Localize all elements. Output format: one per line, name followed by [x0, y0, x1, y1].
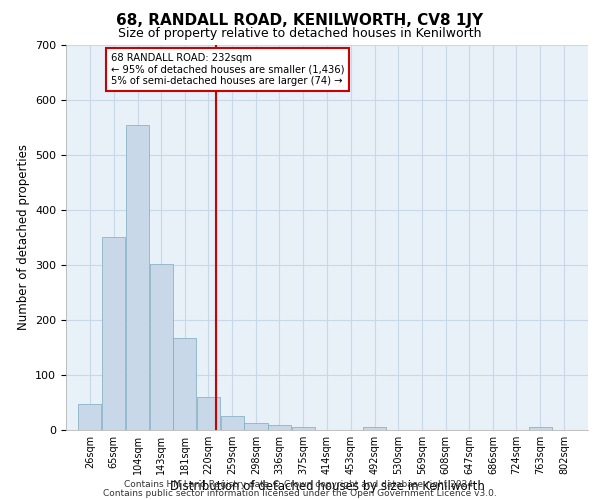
Bar	[363, 427, 386, 430]
Bar	[197, 397, 220, 430]
Bar	[126, 126, 149, 430]
Bar	[292, 427, 315, 430]
Bar	[268, 424, 291, 430]
Bar	[102, 238, 125, 430]
Bar	[221, 416, 244, 430]
Text: 68, RANDALL ROAD, KENILWORTH, CV8 1JY: 68, RANDALL ROAD, KENILWORTH, CV8 1JY	[116, 12, 484, 28]
X-axis label: Distribution of detached houses by size in Kenilworth: Distribution of detached houses by size …	[170, 480, 484, 493]
Bar	[173, 338, 196, 430]
Text: Contains public sector information licensed under the Open Government Licence v3: Contains public sector information licen…	[103, 488, 497, 498]
Text: Contains HM Land Registry data © Crown copyright and database right 2024.: Contains HM Land Registry data © Crown c…	[124, 480, 476, 489]
Bar	[529, 427, 552, 430]
Bar	[78, 404, 101, 430]
Y-axis label: Number of detached properties: Number of detached properties	[17, 144, 29, 330]
Bar	[150, 264, 173, 430]
Text: 68 RANDALL ROAD: 232sqm
← 95% of detached houses are smaller (1,436)
5% of semi-: 68 RANDALL ROAD: 232sqm ← 95% of detache…	[110, 53, 344, 86]
Text: Size of property relative to detached houses in Kenilworth: Size of property relative to detached ho…	[118, 28, 482, 40]
Bar	[244, 424, 268, 430]
